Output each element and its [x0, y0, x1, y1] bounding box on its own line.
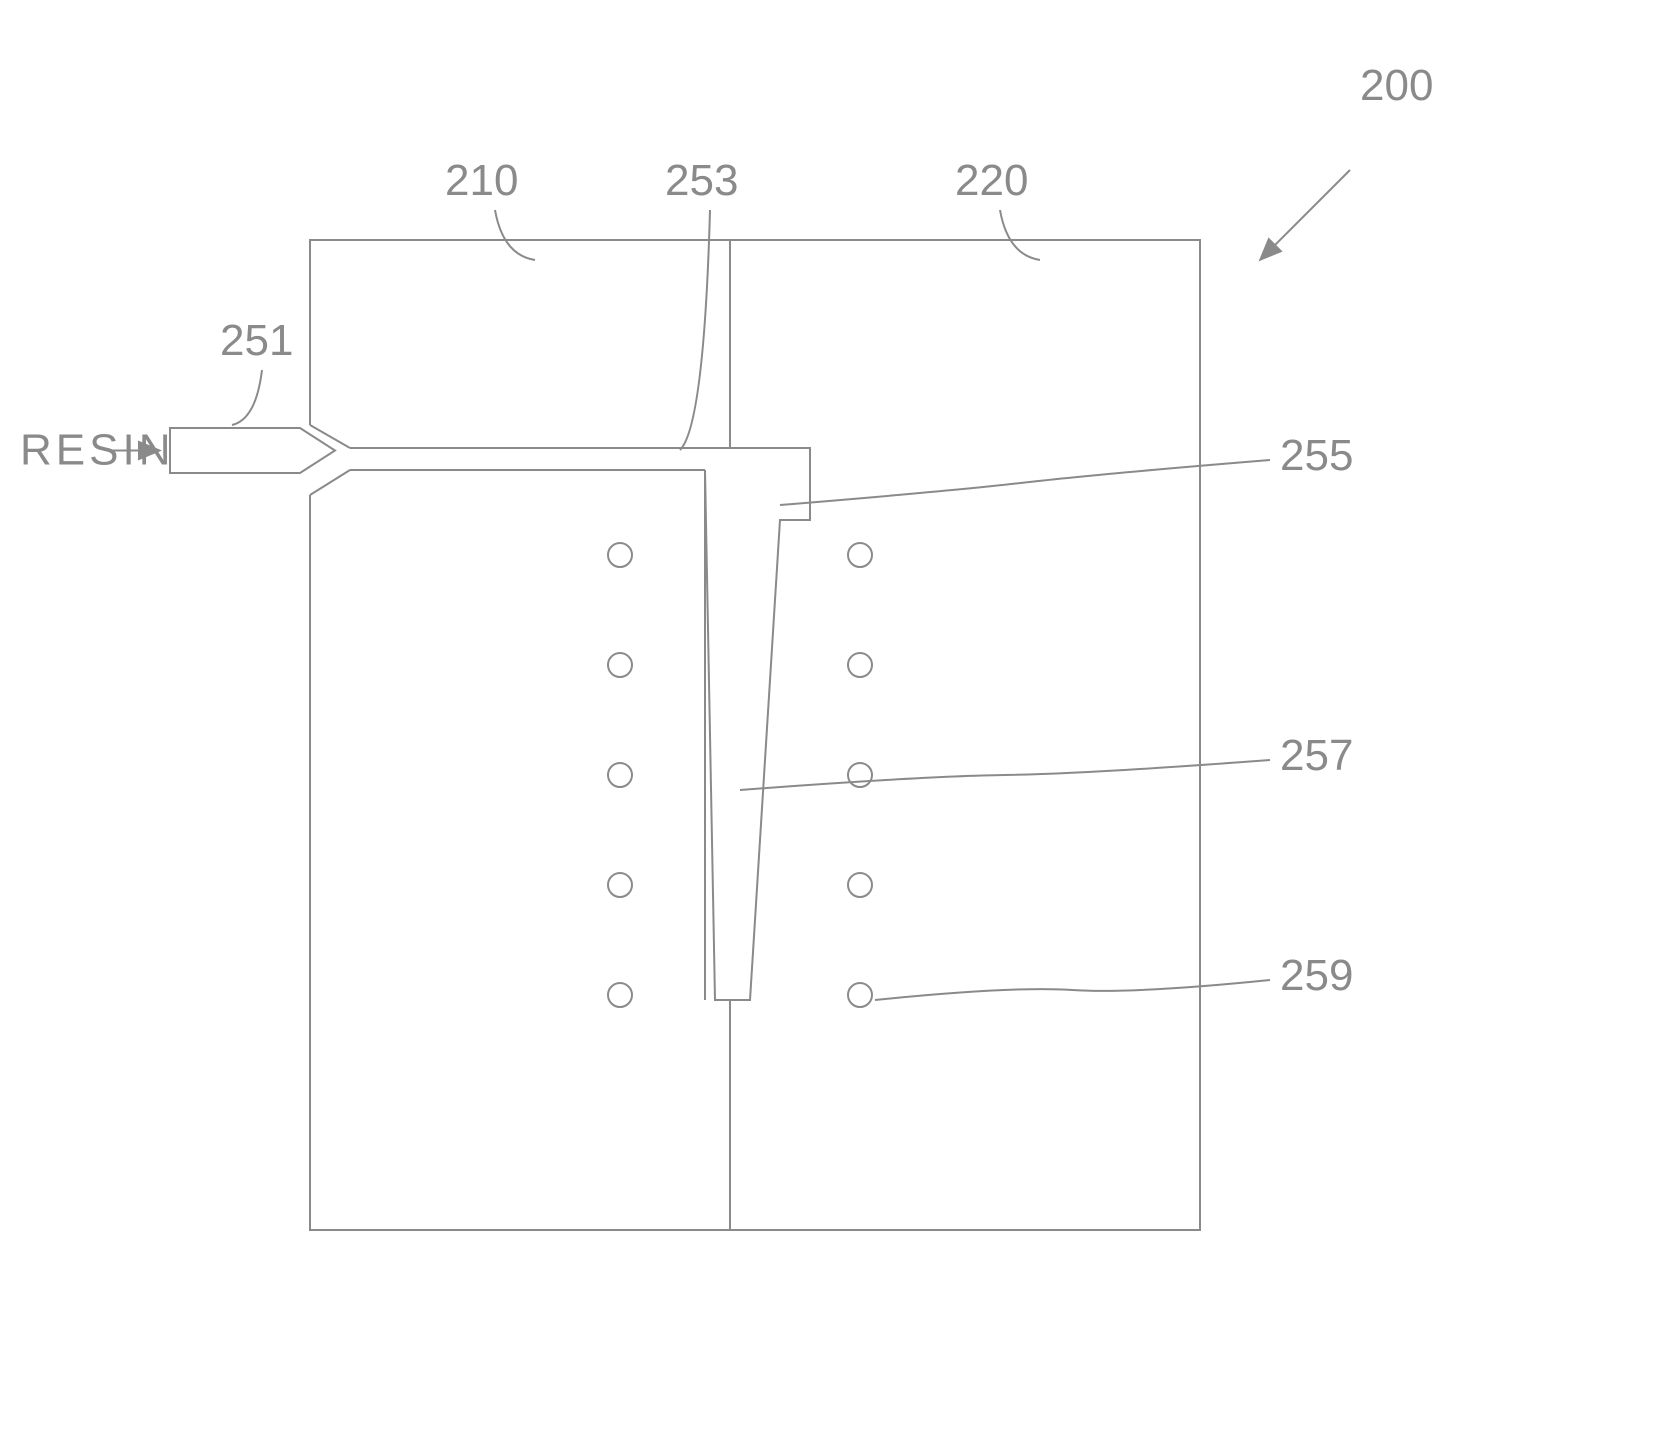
sprue-funnel-top [310, 425, 350, 448]
cooling-hole-left-2 [608, 763, 632, 787]
label-220: 220 [955, 156, 1028, 205]
leader-251 [232, 370, 262, 425]
label-resin: RESIN [20, 426, 174, 475]
leader-220 [1000, 210, 1040, 260]
cavity-outline [705, 448, 810, 1000]
nozzle-outline [170, 428, 335, 473]
leader-200 [1260, 170, 1350, 260]
label-255: 255 [1280, 431, 1353, 480]
label-251: 251 [220, 316, 293, 365]
cooling-hole-right-0 [848, 543, 872, 567]
cooling-hole-right-4 [848, 983, 872, 1007]
cooling-hole-left-3 [608, 873, 632, 897]
sprue-funnel-bottom [310, 470, 350, 495]
label-210: 210 [445, 156, 518, 205]
leader-253 [680, 210, 710, 450]
cooling-hole-left-1 [608, 653, 632, 677]
label-259: 259 [1280, 951, 1353, 1000]
leader-259 [875, 980, 1270, 1000]
label-253: 253 [665, 156, 738, 205]
leader-255 [780, 460, 1270, 505]
cooling-hole-left-0 [608, 543, 632, 567]
cooling-hole-right-3 [848, 873, 872, 897]
cooling-hole-left-4 [608, 983, 632, 1007]
cooling-hole-right-2 [848, 763, 872, 787]
label-200: 200 [1360, 61, 1433, 110]
leader-257 [740, 760, 1270, 790]
cooling-hole-right-1 [848, 653, 872, 677]
label-257: 257 [1280, 731, 1353, 780]
mold-outline [310, 240, 1200, 1230]
leader-210 [495, 210, 535, 260]
